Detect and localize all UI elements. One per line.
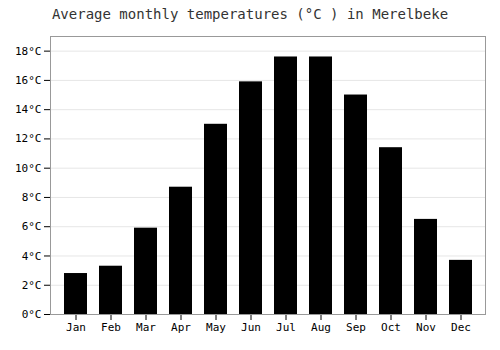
svg-text:2°C: 2°C [22,279,42,292]
svg-text:Oct: Oct [381,321,401,334]
svg-text:Apr: Apr [171,321,191,334]
svg-text:Feb: Feb [101,321,121,334]
svg-text:4°C: 4°C [22,249,42,262]
svg-text:Sep: Sep [346,321,366,334]
svg-text:6°C: 6°C [22,220,42,233]
svg-text:Jul: Jul [276,321,296,334]
svg-text:10°C: 10°C [15,162,42,175]
svg-text:May: May [206,321,226,334]
svg-text:8°C: 8°C [22,191,42,204]
html-text:Average monthly temperatures (: Average monthly temperatures (°C ) in Me… [51,6,449,22]
svg-text:Dec: Dec [451,321,471,334]
svg-text:Mar: Mar [136,321,156,334]
svg-text:18°C: 18°C [15,45,42,58]
svg-text:Jun: Jun [241,321,261,334]
svg-text:0°C: 0°C [22,308,42,321]
svg-text:12°C: 12°C [15,132,42,145]
svg-text:Aug: Aug [311,321,331,334]
svg-text:Jan: Jan [66,321,86,334]
svg-text:14°C: 14°C [15,103,42,116]
svg-text:16°C: 16°C [15,74,42,87]
svg-text:Nov: Nov [416,321,436,334]
